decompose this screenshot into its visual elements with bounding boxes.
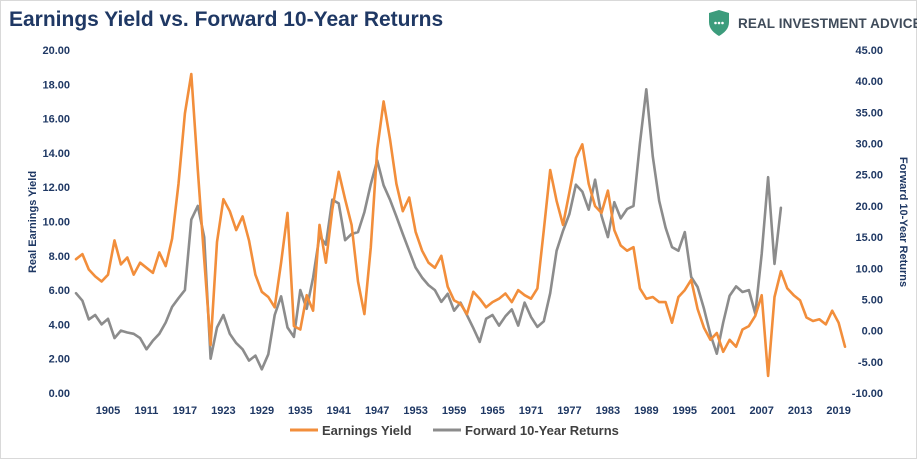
y-right-tick-label: 40.00 xyxy=(855,76,883,88)
shield-icon xyxy=(709,10,729,36)
x-tick-label: 1989 xyxy=(634,405,658,417)
legend: Earnings Yield Forward 10-Year Returns xyxy=(290,423,619,438)
x-tick-label: 2019 xyxy=(826,405,850,417)
series-line-forward-returns xyxy=(74,88,783,371)
x-tick-label: 1995 xyxy=(673,405,697,417)
x-tick-label: 1917 xyxy=(173,405,197,417)
x-tick-label: 1929 xyxy=(250,405,274,417)
y-left-tick-label: 18.00 xyxy=(42,79,70,91)
y-right-tick-label: 5.00 xyxy=(862,294,883,306)
x-tick-label: 2007 xyxy=(749,405,773,417)
y-left-tick-label: 16.00 xyxy=(42,114,70,126)
x-tick-label: 1905 xyxy=(96,405,120,417)
x-tick-label: 1935 xyxy=(288,405,312,417)
y-right-tick-label: -5.00 xyxy=(858,357,883,369)
y-right-tick-label: 15.00 xyxy=(855,232,883,244)
x-tick-label: 1977 xyxy=(557,405,581,417)
legend-label-earnings-yield: Earnings Yield xyxy=(322,423,412,438)
y-left-tick-label: 20.00 xyxy=(42,45,70,57)
x-tick-label: 2013 xyxy=(788,405,812,417)
y-right-tick-label: 0.00 xyxy=(862,326,883,338)
x-tick-label: 1953 xyxy=(403,405,427,417)
y-right-tick-label: -10.00 xyxy=(852,388,883,400)
brand-name: REAL INVESTMENT ADVICE xyxy=(738,15,917,31)
x-tick-label: 1971 xyxy=(519,405,543,417)
x-tick-label: 1983 xyxy=(596,405,620,417)
y-left-tick-label: 4.00 xyxy=(49,319,70,331)
x-tick-label: 1941 xyxy=(326,405,350,417)
x-tick-label: 1911 xyxy=(135,405,159,417)
y-axis-left-label: Real Earnings Yield xyxy=(27,171,39,273)
y-left-tick-label: 2.00 xyxy=(49,354,70,366)
series-lines xyxy=(74,72,847,378)
y-right-tick-label: 35.00 xyxy=(855,107,883,119)
series-line-earnings-yield xyxy=(74,72,847,378)
y-left-tick-label: 10.00 xyxy=(42,217,70,229)
x-axis: 1905 1911 1917 1923 1929 1935 1941 1947 1953 1959… xyxy=(96,405,851,417)
y-right-tick-label: 45.00 xyxy=(855,45,883,57)
x-tick-label: 1959 xyxy=(442,405,466,417)
y-right-tick-label: 30.00 xyxy=(855,139,883,151)
x-tick-label: 1947 xyxy=(365,405,389,417)
y-left-tick-label: 14.00 xyxy=(42,148,70,160)
y-left-tick-label: 6.00 xyxy=(49,285,70,297)
x-tick-label: 1923 xyxy=(211,405,235,417)
legend-label-forward-returns: Forward 10-Year Returns xyxy=(465,423,619,438)
y-right-tick-label: 10.00 xyxy=(855,263,883,275)
chart-title: Earnings Yield vs. Forward 10-Year Retur… xyxy=(9,8,444,31)
y-left-tick-label: 12.00 xyxy=(42,182,70,194)
right-axis: -10.00 -5.00 0.00 5.00 10.00 15.00 20.00 25.00 3… xyxy=(852,45,883,400)
y-axis-right-label: Forward 10-Year Returns xyxy=(897,157,909,287)
x-tick-label: 2001 xyxy=(711,405,735,417)
y-right-tick-label: 20.00 xyxy=(855,201,883,213)
left-axis: 0.00 2.00 4.00 6.00 8.00 10.00 12.00 14.00 16.00… xyxy=(42,45,70,400)
x-tick-label: 1965 xyxy=(480,405,504,417)
y-right-tick-label: 25.00 xyxy=(855,170,883,182)
y-left-tick-label: 0.00 xyxy=(49,388,70,400)
y-left-tick-label: 8.00 xyxy=(49,251,70,263)
brand-logo: REAL INVESTMENT ADVICE xyxy=(708,10,917,36)
